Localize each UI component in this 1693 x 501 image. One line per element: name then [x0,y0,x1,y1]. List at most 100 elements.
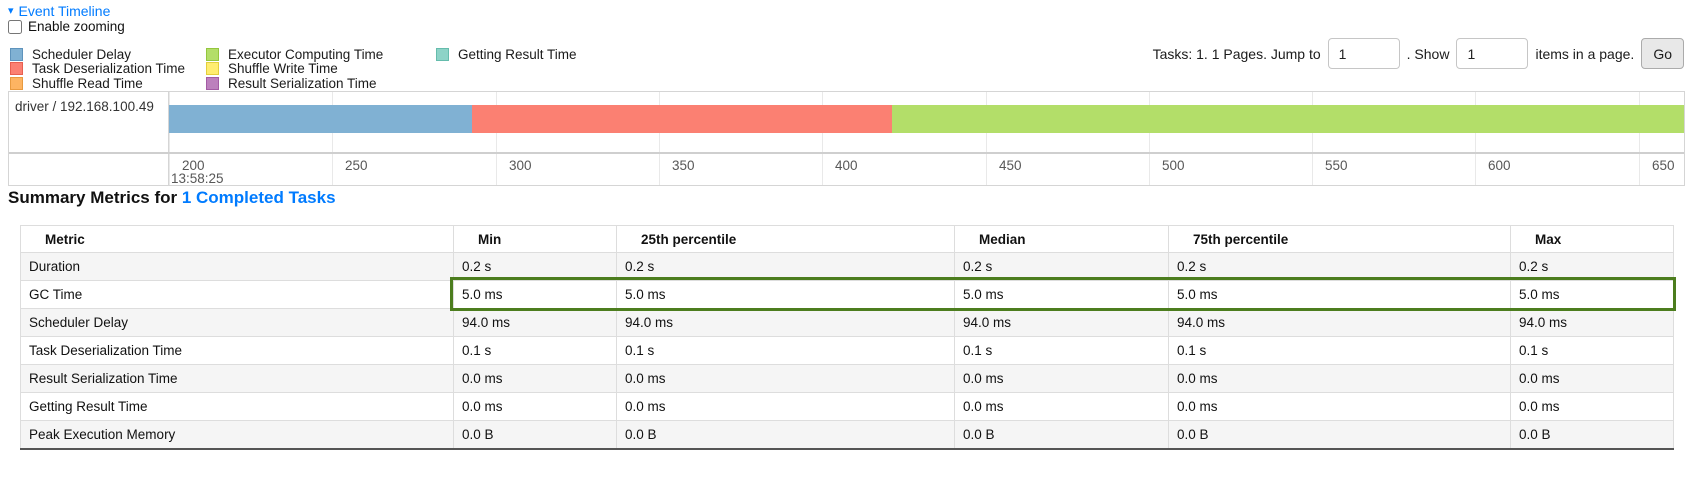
metric-value-cell: 0.1 s [453,336,617,365]
timeline-legend: Scheduler Delay Task Deserialization Time… [10,47,577,91]
metric-value-cell: 0.0 B [453,420,617,449]
metric-value-cell: 0.0 ms [954,392,1169,421]
items-in-page-text: items in a page. [1535,45,1635,62]
metric-name-cell: Scheduler Delay [20,308,454,337]
metric-value-cell: 0.2 s [1510,252,1674,281]
legend-label-scheduler-delay: Scheduler Delay [32,46,132,62]
scheduler-delay-segment[interactable] [169,105,472,133]
axis-date-label: 13:58:25 [171,171,224,186]
items-per-page-input[interactable] [1456,38,1529,69]
metric-row-task-deserialization-time: Task Deserialization Time 0.1 s 0.1 s 0.1 s… [20,336,1674,365]
legend-label-result-serialization-time: Result Serialization Time [228,75,377,91]
legend-column-2: Executor Computing Time Shuffle Write Tim… [206,47,436,91]
axis-gridline [169,92,170,185]
axis-tick-label: 650 [1652,158,1675,173]
timeline-plot-area[interactable]: 200 250 300 350 400 450 500 550 600 650 13:58:25 [169,92,1684,186]
axis-gridline [822,92,823,185]
executor-computing-time-swatch-icon [206,47,219,61]
metric-value-cell: 5.0 ms [954,280,1169,309]
summary-title-text: Summary Metrics for [8,188,182,207]
metric-name-cell: Task Deserialization Time [20,336,454,365]
metric-name-cell: GC Time [20,280,454,309]
legend-item-scheduler-delay: Scheduler Delay [10,47,206,62]
metric-row-duration: Duration 0.2 s 0.2 s 0.2 s 0.2 s 0.2 s [20,252,1674,281]
metric-value-cell: 0.0 ms [616,364,955,393]
axis-tick-label: 250 [345,158,368,173]
metric-value-cell: 0.0 ms [453,364,617,393]
axis-tick-label: 300 [509,158,532,173]
metric-value-cell: 0.2 s [453,252,617,281]
axis-gridline [986,92,987,185]
completed-tasks-link[interactable]: 1 Completed Tasks [181,188,336,207]
metric-value-cell: 94.0 ms [453,308,617,337]
legend-label-executor-computing-time: Executor Computing Time [228,46,384,62]
column-header-median: Median [954,225,1169,253]
metric-value-cell: 0.0 ms [1168,392,1511,421]
axis-tick-label: 350 [672,158,695,173]
axis-gridline [1312,92,1313,185]
legend-column-1: Scheduler Delay Task Deserialization Time… [10,47,206,91]
table-header-row: Metric Min 25th percentile Median 75th perce… [20,225,1674,253]
show-text: . Show [1406,45,1450,62]
metric-value-cell: 0.1 s [1510,336,1674,365]
axis-gridline [1475,92,1476,185]
enable-zooming-checkbox[interactable] [8,19,22,34]
axis-tick-label: 600 [1488,158,1511,173]
task-duration-bar[interactable] [169,105,1684,133]
event-timeline-chart[interactable]: 200 250 300 350 400 450 500 550 600 650 13:58:25 d… [8,91,1685,186]
metric-value-cell: 0.0 ms [1168,364,1511,393]
enable-zooming-control[interactable]: Enable zooming [8,19,125,34]
executor-computing-time-segment[interactable] [892,105,1684,133]
axis-gridline [1149,92,1150,185]
metric-value-cell: 94.0 ms [1510,308,1674,337]
scheduler-delay-swatch-icon [10,47,23,61]
axis-gridline [332,92,333,185]
getting-result-time-swatch-icon [436,47,449,61]
legend-item-executor-computing-time: Executor Computing Time [206,47,436,62]
metric-value-cell: 0.0 B [1510,420,1674,449]
timeline-axis-separator [9,152,1684,154]
metric-value-cell: 0.0 ms [1510,392,1674,421]
metric-value-cell: 94.0 ms [954,308,1169,337]
task-deserialization-time-segment[interactable] [472,105,893,133]
column-header-75th-percentile: 75th percentile [1168,225,1511,253]
summary-metrics-table: Metric Min 25th percentile Median 75th perce… [20,225,1674,450]
metric-value-cell: 5.0 ms [1510,280,1674,309]
timeline-row-label: driver / 192.168.100.49 [15,99,154,114]
legend-label-getting-result-time: Getting Result Time [458,46,577,62]
event-timeline-header: ▾ Event Timeline [8,1,110,19]
legend-item-shuffle-read-time: Shuffle Read Time [10,76,206,91]
column-header-25th-percentile: 25th percentile [616,225,955,253]
axis-tick-label: 400 [835,158,858,173]
shuffle-read-time-swatch-icon [10,76,23,90]
metric-value-cell: 5.0 ms [1168,280,1511,309]
summary-metrics-table-wrap: Metric Min 25th percentile Median 75th perce… [20,225,1676,450]
enable-zooming-label: Enable zooming [28,19,125,34]
metric-value-cell: 0.2 s [954,252,1169,281]
go-button[interactable]: Go [1641,38,1684,69]
metric-value-cell: 0.0 B [616,420,955,449]
metric-name-cell: Duration [20,252,454,281]
summary-metrics-title: Summary Metrics for 1 Completed Tasks [8,188,336,208]
axis-tick-label: 450 [999,158,1022,173]
metric-value-cell: 94.0 ms [616,308,955,337]
metric-name-cell: Result Serialization Time [20,364,454,393]
jump-to-page-input[interactable] [1327,38,1400,69]
legend-item-result-serialization-time: Result Serialization Time [206,76,436,91]
metric-value-cell: 0.1 s [616,336,955,365]
caret-down-icon: ▾ [8,5,14,17]
metric-value-cell: 5.0 ms [453,280,617,309]
metric-value-cell: 94.0 ms [1168,308,1511,337]
legend-item-task-deserialization-time: Task Deserialization Time [10,61,206,76]
axis-gridline [659,92,660,185]
metric-value-cell: 5.0 ms [616,280,955,309]
event-timeline-toggle-link[interactable]: ▾ Event Timeline [8,3,110,19]
tasks-pages-text: Tasks: 1. 1 Pages. Jump to [1152,45,1321,62]
legend-item-getting-result-time: Getting Result Time [436,47,577,62]
axis-gridline [1639,92,1640,185]
shuffle-write-time-swatch-icon [206,62,219,76]
metric-row-getting-result-time: Getting Result Time 0.0 ms 0.0 ms 0.0 ms 0.0… [20,392,1674,421]
metric-value-cell: 0.1 s [1168,336,1511,365]
column-header-min: Min [453,225,617,253]
metric-row-scheduler-delay: Scheduler Delay 94.0 ms 94.0 ms 94.0 ms 94.0… [20,308,1674,337]
